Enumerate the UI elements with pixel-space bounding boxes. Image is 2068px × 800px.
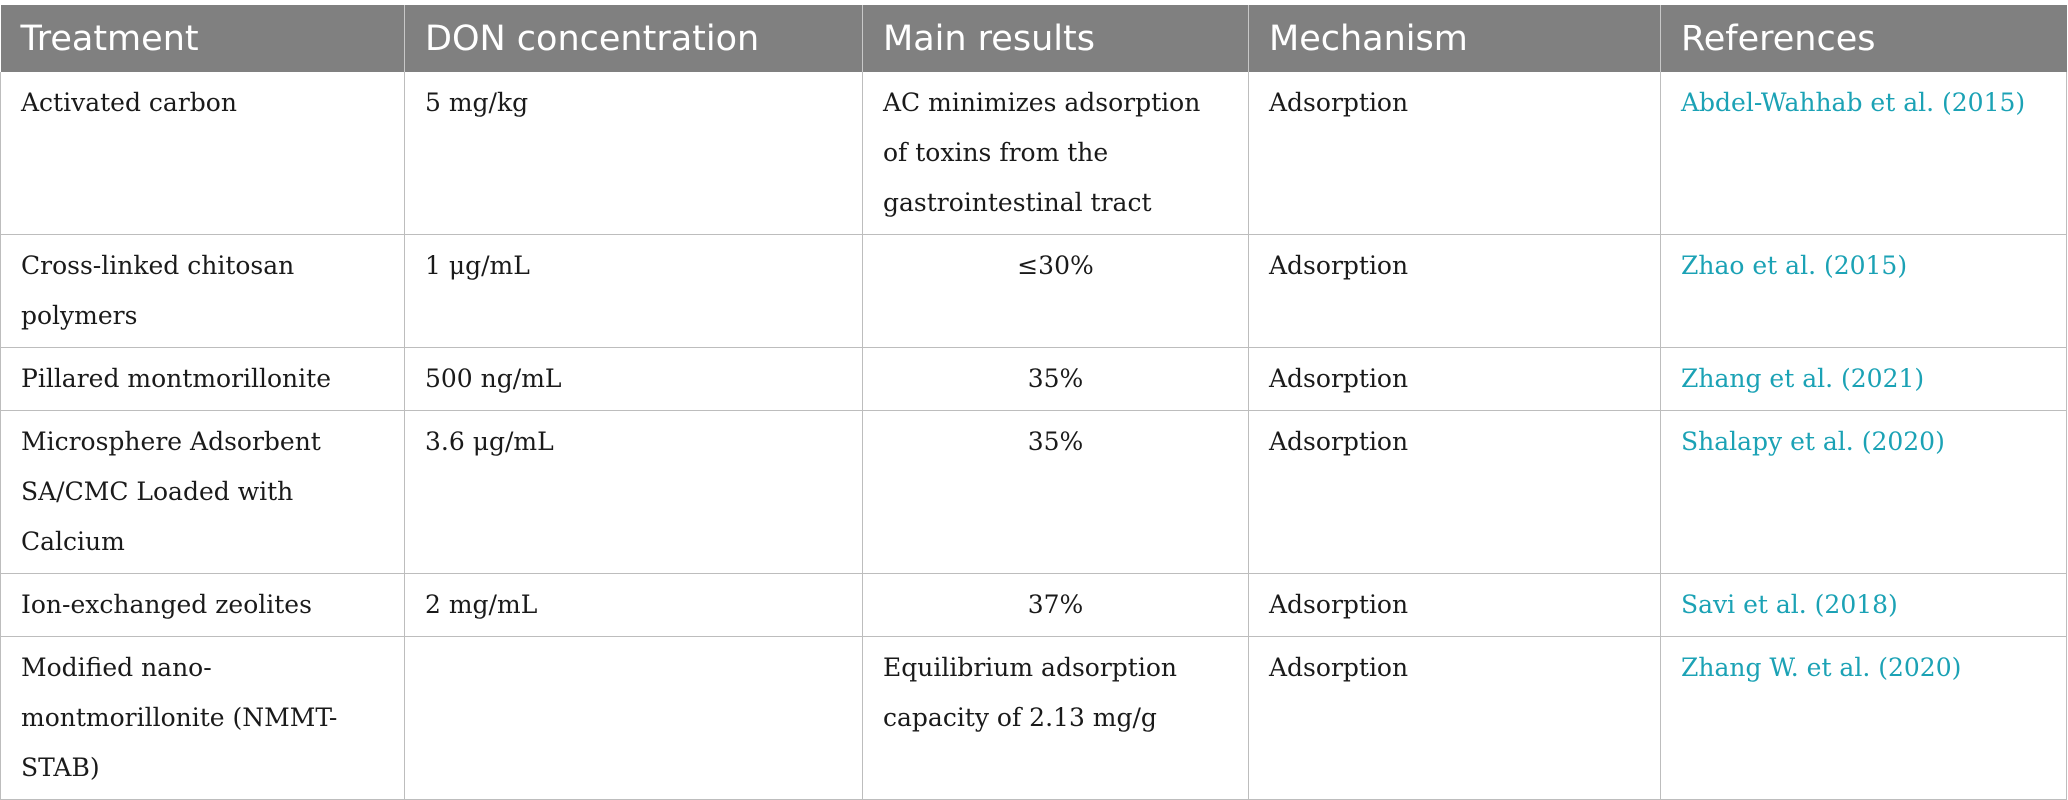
table-row: Pillared montmorillonite 500 ng/mL 35% A… [0, 347, 2067, 411]
table-row: Modified nano-montmorillonite (NMMT-STAB… [0, 636, 2067, 800]
header-treatment: Treatment [0, 5, 405, 72]
cell-treatment: Modified nano-montmorillonite (NMMT-STAB… [0, 636, 405, 800]
cell-treatment: Pillared montmorillonite [0, 347, 405, 411]
table-header: Treatment DON concentration Main results… [0, 5, 2067, 72]
reference-link[interactable]: Abdel-Wahhab et al. (2015) [1681, 88, 2026, 117]
cell-concentration: 1 μg/mL [404, 234, 863, 348]
cell-reference: Shalapy et al. (2020) [1660, 410, 2067, 574]
header-don-concentration: DON concentration [404, 5, 863, 72]
cell-results: 35% [862, 347, 1249, 411]
header-references: References [1660, 5, 2067, 72]
cell-mechanism: Adsorption [1248, 72, 1661, 235]
table-row: Microsphere Adsorbent SA/CMC Loaded with… [0, 410, 2067, 574]
treatment-table: Treatment DON concentration Main results… [0, 5, 2067, 800]
cell-results: Equilibrium adsorption capacity of 2.13 … [862, 636, 1249, 800]
cell-reference: Zhao et al. (2015) [1660, 234, 2067, 348]
cell-results: AC minimizes adsorption of toxins from t… [862, 72, 1249, 235]
header-mechanism: Mechanism [1248, 5, 1661, 72]
cell-mechanism: Adsorption [1248, 636, 1661, 800]
cell-mechanism: Adsorption [1248, 573, 1661, 637]
cell-treatment: Ion-exchanged zeolites [0, 573, 405, 637]
cell-mechanism: Adsorption [1248, 347, 1661, 411]
cell-treatment: Cross-linked chitosan polymers [0, 234, 405, 348]
reference-link[interactable]: Zhao et al. (2015) [1681, 251, 1908, 280]
table-row: Activated carbon 5 mg/kg AC minimizes ad… [0, 72, 2067, 235]
cell-concentration: 2 mg/mL [404, 573, 863, 637]
cell-treatment: Activated carbon [0, 72, 405, 235]
cell-reference: Zhang W. et al. (2020) [1660, 636, 2067, 800]
cell-results: 35% [862, 410, 1249, 574]
cell-mechanism: Adsorption [1248, 410, 1661, 574]
reference-link[interactable]: Zhang W. et al. (2020) [1681, 653, 1962, 682]
cell-treatment: Microsphere Adsorbent SA/CMC Loaded with… [0, 410, 405, 574]
cell-concentration [404, 636, 863, 800]
cell-reference: Zhang et al. (2021) [1660, 347, 2067, 411]
table-row: Cross-linked chitosan polymers 1 μg/mL ≤… [0, 234, 2067, 348]
cell-reference: Savi et al. (2018) [1660, 573, 2067, 637]
table-row: Ion-exchanged zeolites 2 mg/mL 37% Adsor… [0, 573, 2067, 637]
cell-results: ≤30% [862, 234, 1249, 348]
cell-reference: Abdel-Wahhab et al. (2015) [1660, 72, 2067, 235]
reference-link[interactable]: Zhang et al. (2021) [1681, 364, 1925, 393]
cell-concentration: 500 ng/mL [404, 347, 863, 411]
cell-concentration: 5 mg/kg [404, 72, 863, 235]
cell-mechanism: Adsorption [1248, 234, 1661, 348]
reference-link[interactable]: Savi et al. (2018) [1681, 590, 1898, 619]
cell-results: 37% [862, 573, 1249, 637]
cell-concentration: 3.6 μg/mL [404, 410, 863, 574]
reference-link[interactable]: Shalapy et al. (2020) [1681, 427, 1945, 456]
header-row: Treatment DON concentration Main results… [0, 5, 2067, 72]
table-body: Activated carbon 5 mg/kg AC minimizes ad… [0, 72, 2067, 800]
header-main-results: Main results [862, 5, 1249, 72]
